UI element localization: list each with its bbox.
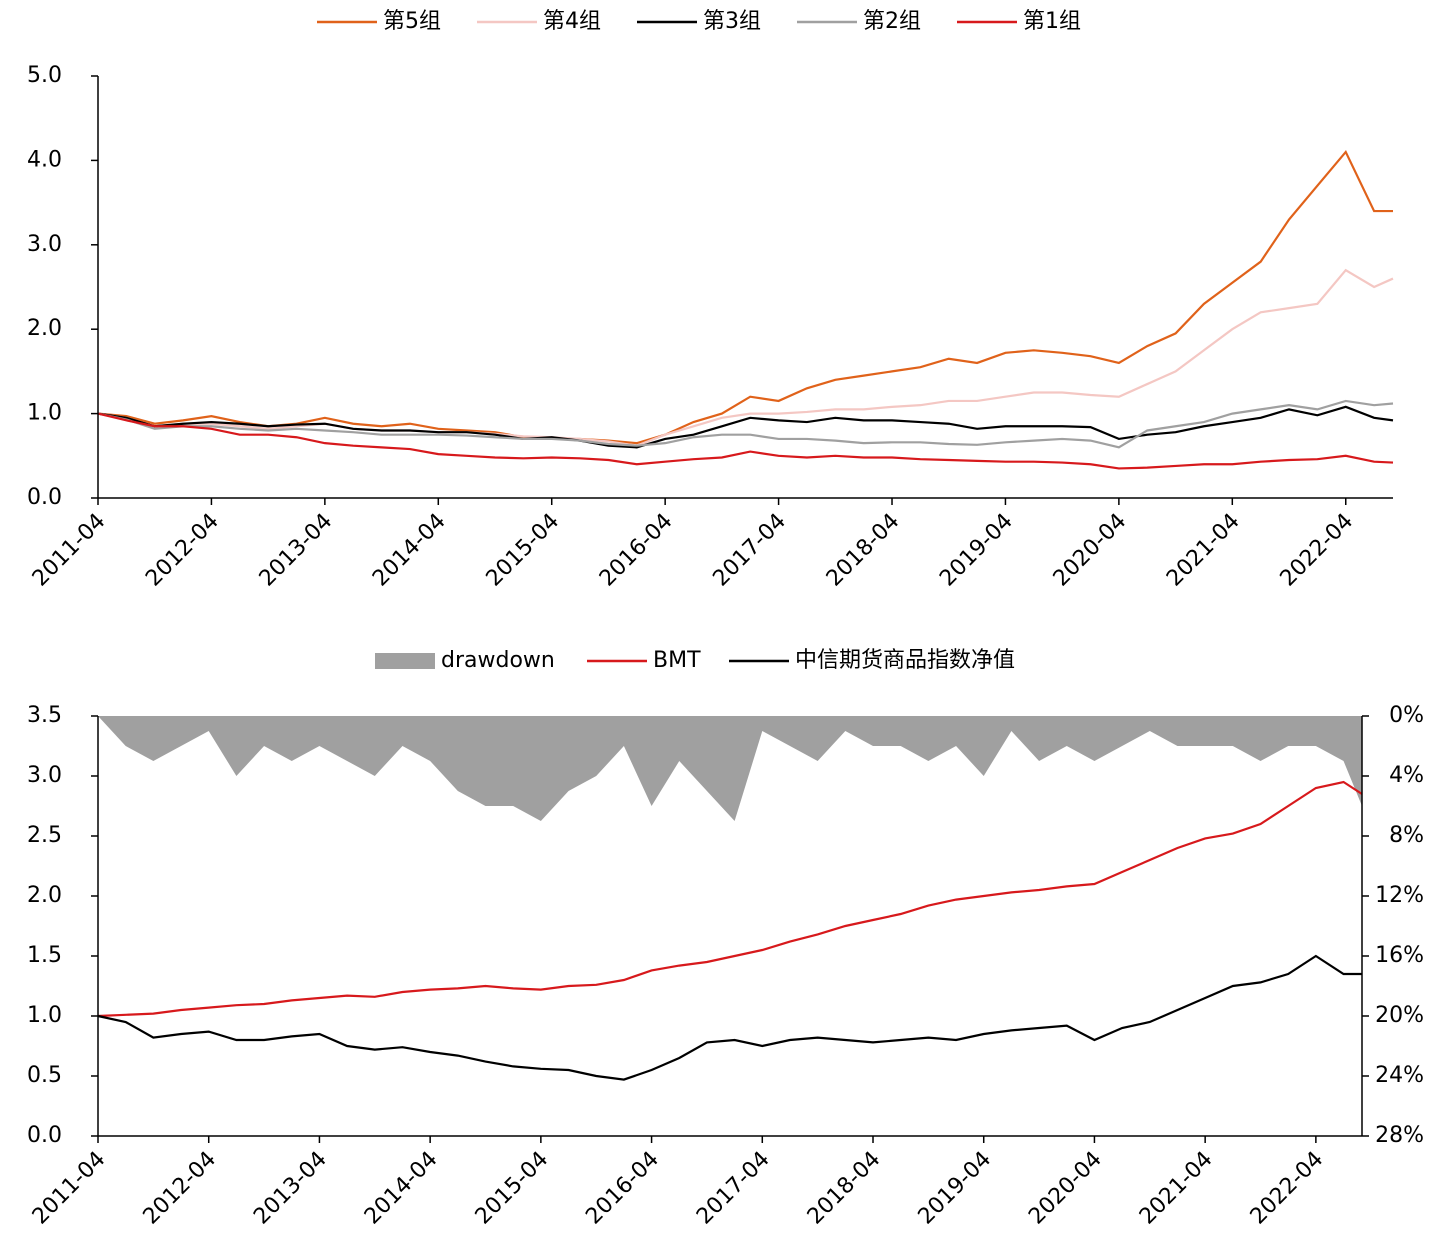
y-tick-label: 2.0 xyxy=(27,883,62,908)
y-tick-label: 0.0 xyxy=(27,485,62,510)
legend-label: 第2组 xyxy=(863,9,921,34)
x-tick-label: 2017-04 xyxy=(708,509,791,592)
legend-label: drawdown xyxy=(441,648,555,673)
x-tick-label: 2013-04 xyxy=(255,509,338,592)
x-tick-label: 2014-04 xyxy=(360,1147,443,1230)
drawdown-area xyxy=(98,716,1362,821)
x-tick-label: 2012-04 xyxy=(141,509,224,592)
x-tick-label: 2012-04 xyxy=(139,1147,222,1230)
y-tick-label: 1.0 xyxy=(27,401,62,426)
legend-swatch xyxy=(375,653,435,669)
x-tick-label: 2015-04 xyxy=(482,509,565,592)
x-tick-label: 2021-04 xyxy=(1135,1147,1218,1230)
y-tick-label: 3.0 xyxy=(27,763,62,788)
x-tick-label: 2015-04 xyxy=(471,1147,554,1230)
series-line xyxy=(97,405,1394,449)
y2-tick-label: 28% xyxy=(1375,1123,1424,1148)
x-tick-label: 2016-04 xyxy=(595,509,678,592)
x-tick-label: 2021-04 xyxy=(1162,509,1245,592)
x-tick-label: 2011-04 xyxy=(28,509,111,592)
legend-label: 第4组 xyxy=(543,9,601,34)
y-tick-label: 4.0 xyxy=(27,147,62,172)
series-line xyxy=(97,149,1393,445)
y2-tick-label: 20% xyxy=(1375,1003,1424,1028)
y-tick-label: 1.5 xyxy=(27,943,62,968)
legend-label: BMT xyxy=(653,648,701,673)
x-tick-label: 2020-04 xyxy=(1024,1147,1107,1230)
y-tick-label: 3.5 xyxy=(27,703,62,728)
x-tick-label: 2014-04 xyxy=(368,509,451,592)
y-tick-label: 1.0 xyxy=(27,1003,62,1028)
x-tick-label: 2022-04 xyxy=(1276,509,1359,592)
y-tick-label: 0.0 xyxy=(27,1123,62,1148)
y-tick-label: 3.0 xyxy=(27,232,62,257)
y-tick-label: 2.5 xyxy=(27,823,62,848)
x-tick-label: 2020-04 xyxy=(1049,509,1132,592)
series-line xyxy=(97,954,1362,1081)
y-tick-label: 2.0 xyxy=(27,316,62,341)
y2-tick-label: 16% xyxy=(1375,943,1424,968)
x-tick-label: 2018-04 xyxy=(822,509,905,592)
y2-tick-label: 12% xyxy=(1375,883,1424,908)
x-tick-label: 2019-04 xyxy=(935,509,1018,592)
series-line xyxy=(97,399,1394,449)
x-tick-label: 2019-04 xyxy=(914,1147,997,1230)
y2-tick-label: 8% xyxy=(1389,823,1424,848)
y-tick-label: 5.0 xyxy=(27,63,62,88)
x-tick-label: 2018-04 xyxy=(803,1147,886,1230)
legend-label: 中信期货商品指数净值 xyxy=(795,648,1015,673)
legend-label: 第1组 xyxy=(1023,9,1081,34)
series-line xyxy=(97,412,1394,470)
y2-tick-label: 24% xyxy=(1375,1063,1424,1088)
x-tick-label: 2011-04 xyxy=(28,1147,111,1230)
y-tick-label: 0.5 xyxy=(27,1063,62,1088)
series-line xyxy=(97,780,1363,1018)
y2-tick-label: 0% xyxy=(1389,703,1424,728)
x-tick-label: 2022-04 xyxy=(1246,1147,1329,1230)
x-tick-label: 2013-04 xyxy=(249,1147,332,1230)
y2-tick-label: 4% xyxy=(1389,763,1424,788)
x-tick-label: 2017-04 xyxy=(692,1147,775,1230)
legend-label: 第5组 xyxy=(383,9,441,34)
legend-label: 第3组 xyxy=(703,9,761,34)
x-tick-label: 2016-04 xyxy=(581,1147,664,1230)
